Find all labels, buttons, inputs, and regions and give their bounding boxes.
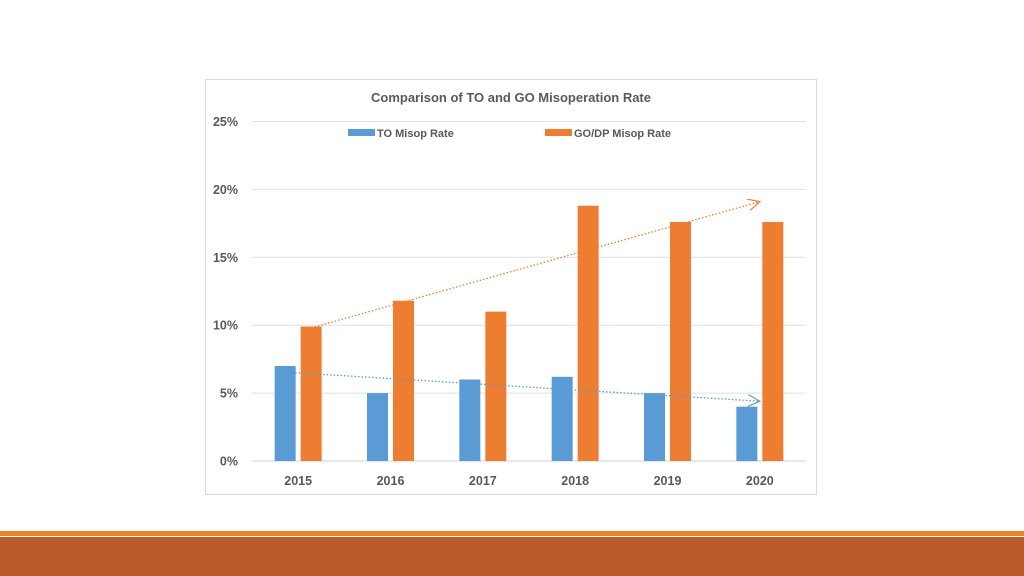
y-tick-label: 20% — [213, 183, 238, 197]
bar-go-dp-2015 — [300, 326, 322, 461]
bar-to-2016 — [367, 393, 388, 461]
bar-to-2019 — [644, 393, 665, 461]
bar-go-dp-2016 — [393, 300, 414, 461]
trend-arrow-to — [295, 372, 760, 402]
footer-accent-line — [0, 531, 1024, 536]
x-tick-label: 2020 — [746, 474, 774, 488]
x-tick-label: 2018 — [561, 474, 589, 488]
x-tick-label: 2015 — [284, 474, 312, 488]
bar-go-dp-2018 — [577, 205, 599, 461]
bar-go-dp-2020 — [762, 221, 784, 461]
y-tick-label: 5% — [220, 387, 238, 401]
y-tick-label: 10% — [213, 319, 238, 333]
chart-title: Comparison of TO and GO Misoperation Rat… — [371, 90, 651, 105]
x-tick-label: 2017 — [469, 474, 497, 488]
legend-label-to: TO Misop Rate — [377, 128, 454, 140]
x-tick-label: 2019 — [654, 474, 682, 488]
bar-go-dp-2019 — [670, 221, 691, 461]
legend-swatch-to — [348, 129, 375, 136]
legend-label-go-dp: GO/DP Misop Rate — [574, 128, 671, 140]
trend-arrow-go-dp — [310, 202, 760, 329]
footer-band — [0, 537, 1024, 576]
y-tick-label: 15% — [213, 251, 238, 265]
legend-swatch-go-dp — [545, 129, 572, 136]
y-tick-label: 0% — [220, 455, 238, 469]
bar-to-2020 — [736, 406, 758, 461]
bar-go-dp-2017 — [485, 311, 507, 461]
x-tick-label: 2016 — [377, 474, 405, 488]
bar-to-2018 — [551, 376, 573, 461]
bar-to-2015 — [274, 365, 296, 461]
bar-to-2017 — [459, 379, 481, 461]
y-tick-label: 25% — [213, 115, 238, 129]
